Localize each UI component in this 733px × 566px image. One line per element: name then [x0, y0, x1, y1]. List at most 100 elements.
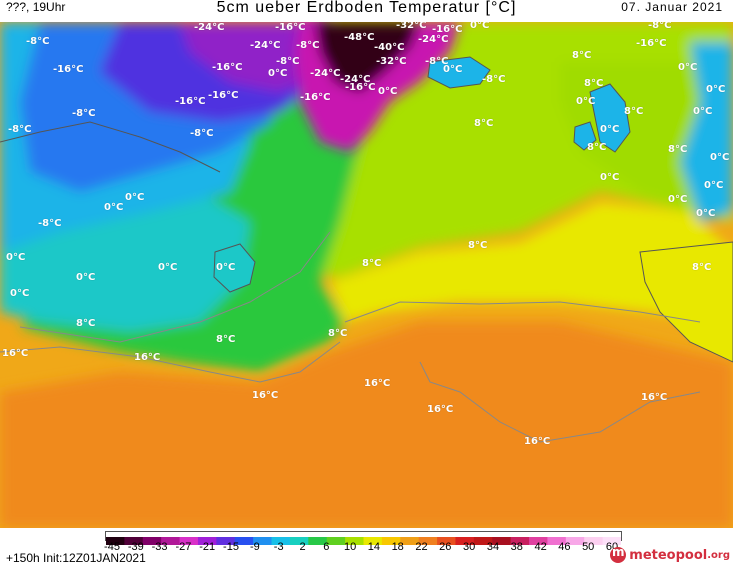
temp-label: -24°C [250, 40, 281, 51]
british-isles-shape [589, 83, 631, 153]
run-time-label: ???, 19Uhr [6, 0, 66, 14]
color-scale-bar [105, 531, 622, 545]
color-scale-swatch [326, 537, 346, 545]
greenland-core-zone [315, 22, 420, 92]
temp-label: 16°C [641, 392, 668, 403]
color-scale-tick: 10 [343, 541, 357, 553]
temp-label: 8°C [216, 334, 236, 345]
temp-label: 8°C [362, 258, 382, 269]
temp-label: 16°C [524, 436, 551, 447]
temp-label: 0°C [693, 106, 713, 117]
color-scale-tick: -15 [223, 541, 239, 553]
temp-label: 0°C [104, 202, 124, 213]
color-scale-tick: 26 [439, 541, 452, 553]
temp-label: -8°C [276, 56, 300, 67]
color-scale-tick: 30 [462, 541, 476, 553]
color-scale-swatch [271, 537, 291, 545]
map-title: 5cm ueber Erdboden Temperatur [°C] [216, 0, 517, 16]
deep-orange-zone [0, 322, 733, 528]
temp-label: 8°C [587, 142, 607, 153]
temp-label: -8°C [190, 128, 214, 139]
temp-label: -24°C [340, 74, 371, 85]
color-scale-tick: 38 [510, 541, 523, 553]
temp-label: -16°C [175, 96, 206, 107]
temp-label: -16°C [53, 64, 84, 75]
temp-label: 0°C [704, 180, 724, 191]
color-scale-swatch [289, 537, 309, 545]
ireland-shape [573, 121, 597, 151]
temp-label: -8°C [72, 108, 96, 119]
temp-label: 16°C [252, 390, 279, 401]
temp-label: -16°C [300, 92, 331, 103]
temp-label: 8°C [584, 78, 604, 89]
temp-label: 0°C [668, 194, 688, 205]
color-scale-tick: 18 [391, 541, 404, 553]
temp-label: 0°C [600, 124, 620, 135]
color-scale-swatch [492, 537, 512, 545]
temp-label: -24°C [194, 22, 225, 33]
temp-label: 8°C [468, 240, 488, 251]
color-scale-swatch [381, 537, 401, 545]
purple-zone [180, 22, 330, 92]
logo-tld: .org [707, 549, 730, 561]
temp-label: -8°C [648, 22, 672, 31]
color-scale-swatch [253, 537, 273, 545]
temp-label: 0°C [696, 208, 716, 219]
temperature-field [0, 22, 733, 528]
color-scale-swatch [455, 537, 475, 545]
color-scale-swatch [197, 537, 217, 545]
temp-label: 8°C [668, 144, 688, 155]
color-scale-swatch [602, 537, 622, 545]
temp-label: -8°C [296, 40, 320, 51]
temp-label: 0°C [76, 272, 96, 283]
temp-label: -8°C [482, 74, 506, 85]
meteopool-logo[interactable]: meteopool .org [610, 545, 730, 564]
temp-label: 0°C [678, 62, 698, 73]
temp-label: 0°C [158, 262, 178, 273]
temperature-map: -24°C -16°C -32°C 0°C -8°C -24°C -8°C -4… [0, 22, 733, 528]
color-scale-tick: 42 [534, 541, 547, 553]
temp-label: 0°C [10, 288, 30, 299]
color-scale-swatch [418, 537, 438, 545]
temp-label: 0°C [268, 68, 288, 79]
color-scale-swatch [308, 537, 328, 545]
color-scale-swatches [106, 537, 622, 545]
isotherm-zero [19, 231, 331, 343]
temp-label: -8°C [425, 56, 449, 67]
temp-label: 8°C [692, 262, 712, 273]
temp-label: 0°C [600, 172, 620, 183]
color-scale-tick: 22 [415, 541, 428, 553]
temp-label: 0°C [470, 22, 490, 31]
color-scale-swatch [565, 537, 585, 545]
coastline-north [0, 121, 221, 173]
temp-label: -32°C [396, 22, 427, 31]
color-scale-tick: 46 [558, 541, 571, 553]
color-scale-tick: -39 [127, 541, 144, 553]
color-scale-swatch [124, 537, 144, 545]
isotherm-8 [344, 301, 701, 323]
temp-label: 0°C [710, 152, 730, 163]
color-scale-swatch [510, 537, 530, 545]
color-scale-swatch [584, 537, 604, 545]
temp-label: -16°C [345, 82, 376, 93]
color-scale-tick: 2 [299, 541, 306, 553]
temp-label: -32°C [376, 56, 407, 67]
color-scale-tick: 34 [486, 541, 500, 553]
temp-label: -16°C [212, 62, 243, 73]
color-scale-tick: -9 [250, 541, 260, 553]
logo-name: meteopool [629, 547, 708, 563]
color-scale-swatch [142, 537, 162, 545]
color-scale-tick: -45 [104, 541, 120, 553]
temp-label: 0°C [378, 86, 398, 97]
color-scale-tick: 50 [582, 541, 595, 553]
color-scale-ticks: -45 -39 -33 -27 -21 -15 -9 -3 2 6 10 14 18 22 26 30 34 38… [104, 541, 627, 553]
iceland-shape [427, 56, 491, 89]
temp-label: -16°C [208, 90, 239, 101]
temp-label: 8°C [474, 118, 494, 129]
color-scale-swatch [437, 537, 457, 545]
iberia-coast [639, 241, 733, 363]
temp-label: 8°C [76, 318, 96, 329]
color-scale-tick: 14 [367, 541, 381, 553]
temp-label: 8°C [624, 106, 644, 117]
meteopool-logo-icon [610, 545, 627, 563]
